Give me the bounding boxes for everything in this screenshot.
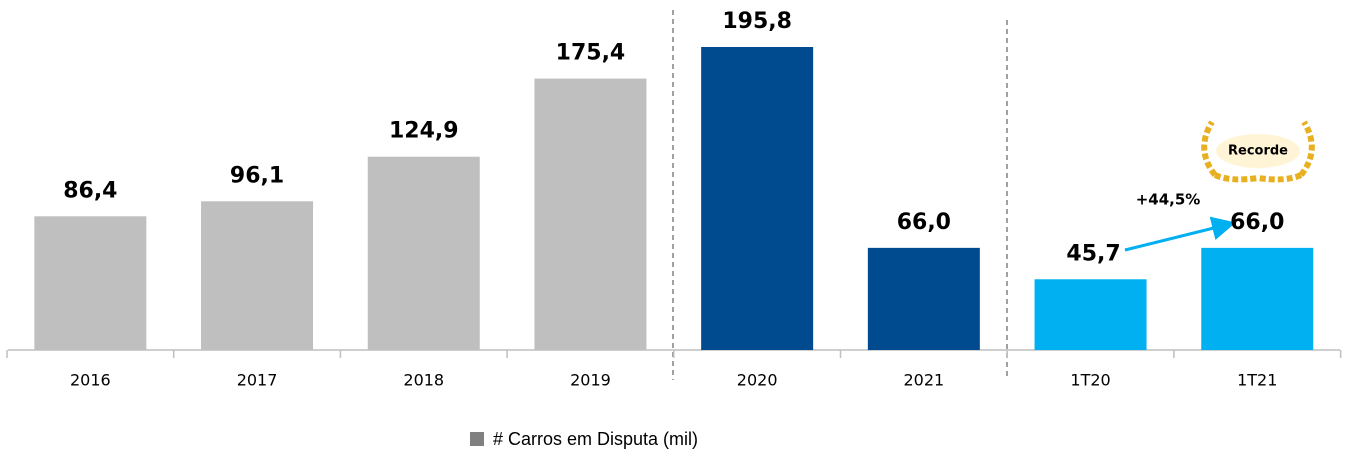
- value-label: 96,1: [230, 163, 284, 188]
- bar: [701, 47, 814, 350]
- annotation: Recorde: [1228, 144, 1288, 159]
- bar: [867, 247, 980, 350]
- value-label: 86,4: [63, 178, 117, 203]
- x-tick-label: 2016: [70, 371, 111, 390]
- value-label: 124,9: [389, 119, 459, 144]
- legend-swatch: [470, 432, 484, 446]
- value-label: 175,4: [556, 41, 626, 66]
- x-tick-label: 2017: [237, 371, 278, 390]
- value-label: 66,0: [1230, 210, 1284, 235]
- x-tick-label: 2021: [903, 371, 944, 390]
- x-tick-label: 1T21: [1237, 371, 1277, 390]
- bar: [1201, 247, 1314, 350]
- bar: [367, 156, 480, 350]
- value-label: 45,7: [1066, 241, 1120, 266]
- bar: [201, 201, 314, 350]
- legend-label: # Carros em Disputa (mil): [493, 429, 698, 449]
- bar: [34, 216, 147, 350]
- bar: [1034, 279, 1147, 350]
- x-tick-label: 2018: [403, 371, 444, 390]
- value-label: 66,0: [897, 210, 951, 235]
- recorde-badge: Recorde: [1201, 120, 1315, 183]
- x-tick-label: 2020: [737, 371, 778, 390]
- value-label: 195,8: [722, 9, 792, 34]
- growth-arrow: [1124, 216, 1236, 252]
- x-tick-label: 1T20: [1070, 371, 1110, 390]
- bar: [534, 78, 647, 351]
- x-tick-label: 2019: [570, 371, 611, 390]
- annotation: +44,5%: [1136, 191, 1201, 209]
